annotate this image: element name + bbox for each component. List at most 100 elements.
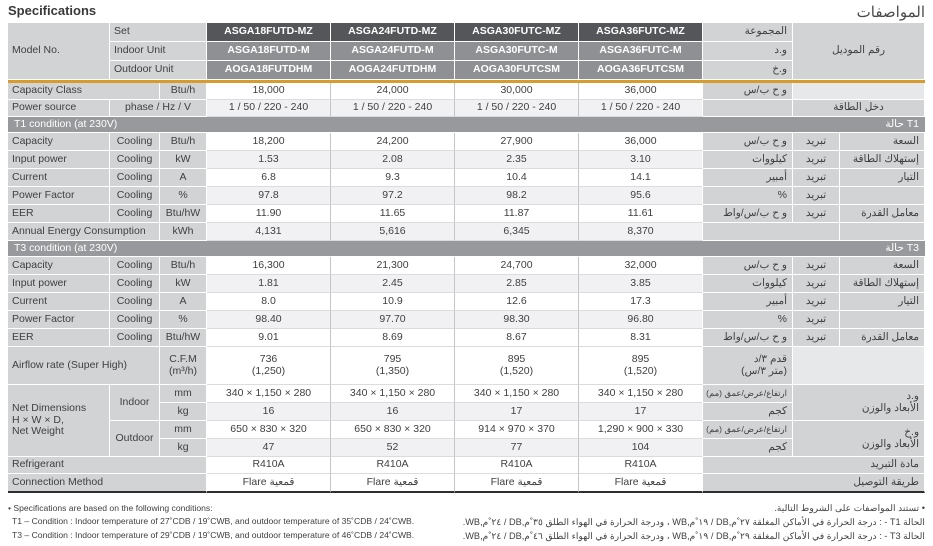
value-cell: 8.67 [455,329,580,347]
row-label-arabic: السعة [840,257,926,275]
airflow-label: Airflow rate (Super High) [8,347,160,385]
footnote-arabic: • تستند المواصفات على الشروط التالية. ال… [463,502,925,543]
t3-eer-row: EER Cooling Btu/hW 9.01 8.69 8.67 8.31 و… [8,329,926,347]
t3-capacity-row: Capacity Cooling Btu/h 16,300 21,300 24,… [8,257,926,275]
value-cell: 895 (1,520) [455,347,580,385]
unit-label: Btu/hW [160,205,208,223]
value-cell: 2.08 [331,151,456,169]
value-cell: 24,000 [331,83,456,100]
value-cell: 736 (1,250) [207,347,332,385]
page-title-arabic: المواصفات [856,4,925,21]
value-cell: 97.70 [331,311,456,329]
unit-label: A [160,293,208,311]
value-cell: 97.2 [331,187,456,205]
unit-label-arabic: أمبير [703,169,794,187]
t1-capacity-row: Capacity Cooling Btu/h 18,200 24,200 27,… [8,133,926,151]
value-cell: 36,000 [579,83,704,100]
value-cell: 8.31 [579,329,704,347]
row-label: Current [8,169,110,187]
value-cell: 1 / 50 / 220 - 240 [331,100,456,117]
indoor-unit-label: Indoor Unit [110,42,208,61]
model-outdoor-cell: AOGA24FUTDHM [331,61,456,80]
value-cell: 11.61 [579,205,704,223]
value-cell: 12.6 [455,293,580,311]
value-cell: R410A [579,457,704,474]
value-cell: 1 / 50 / 220 - 240 [455,100,580,117]
value-cell: 17.3 [579,293,704,311]
outdoor-dims-label-arabic: و.خ الأبعاد والوزن [793,421,926,457]
unit-label-arabic: % [703,187,794,205]
model-set-row: Model No. Set ASGA18FUTD-MZ ASGA24FUTD-M… [8,23,926,80]
value-cell: 18,000 [207,83,332,100]
mode-label: Cooling [110,275,160,293]
model-set-cell: ASGA18FUTD-MZ [207,23,332,42]
capacity-class-unit-arabic: و ح ب/س [703,83,794,100]
t3-power-factor-row: Power Factor Cooling % 98.40 97.70 98.30… [8,311,926,329]
value-cell: 6,345 [455,223,580,241]
footnote-english: • Specifications are based on the follow… [8,502,414,543]
value-cell: 1 / 50 / 220 - 240 [579,100,704,117]
row-label: Input power [8,275,110,293]
value-cell: Flare قمعية [455,474,580,493]
unit-label: kWh [160,223,208,241]
t1-power-factor-row: Power Factor Cooling % 97.8 97.2 98.2 95… [8,187,926,205]
value-cell: 3.85 [579,275,704,293]
dimensions-label: Net Dimensions H × W × D, Net Weight [8,385,110,457]
unit-label-arabic: و ح ب/س [703,133,794,151]
t1-header-en: T1 condition (at 230V) [14,117,118,130]
mode-label: Cooling [110,293,160,311]
t3-section-header: T3 condition (at 230V) حالة T3 [8,241,926,257]
connection-method-label-arabic: طريقة التوصيل [703,474,926,493]
value-cell: R410A [331,457,456,474]
set-label: Set [110,23,208,42]
unit-label-arabic: % [703,311,794,329]
model-outdoor-cell: AOGA36FUTCSM [579,61,704,80]
value-cell: 4,131 [207,223,332,241]
model-no-label-arabic: رقم الموديل [793,23,926,80]
value-cell: 52 [331,439,456,457]
value-cell: 1,290 × 900 × 330 [579,421,704,439]
value-cell: 97.8 [207,187,332,205]
mode-label-arabic: تبريد [793,311,841,329]
unit-label: Btu/hW [160,329,208,347]
mode-label: Cooling [110,257,160,275]
mode-label-arabic: تبريد [793,275,841,293]
t1-annual-energy-row: Annual Energy Consumption kWh 4,131 5,61… [8,223,926,241]
model-outdoor-row: Outdoor Unit AOGA18FUTDHM AOGA24FUTDHM A… [8,61,925,80]
value-cell: 16 [207,403,332,421]
mode-label-arabic: تبريد [793,257,841,275]
value-cell: 6.8 [207,169,332,187]
value-cell: 104 [579,439,704,457]
value-cell: 47 [207,439,332,457]
unit-label: mm [160,385,208,403]
value-cell: 96.80 [579,311,704,329]
mode-label-arabic: تبريد [793,293,841,311]
value-cell: 2.35 [455,151,580,169]
value-cell: 9.3 [331,169,456,187]
unit-label: kW [160,151,208,169]
unit-label: Btu/h [160,133,208,151]
value-cell: 8.69 [331,329,456,347]
value-cell: 2.45 [331,275,456,293]
value-cell: 98.30 [455,311,580,329]
value-cell: 1.53 [207,151,332,169]
empty-cell [703,223,841,241]
spec-table: Model No. Set ASGA18FUTD-MZ ASGA24FUTD-M… [8,23,926,493]
empty-cell [840,223,926,241]
mode-label-arabic: تبريد [793,205,841,223]
row-label-arabic: السعة [840,133,926,151]
refrigerant-label: Refrigerant [8,457,208,474]
indoor-label: Indoor [110,385,160,421]
footnote-line: الحالة T1 - : درجة الحرارة في الأماكن ال… [462,516,925,527]
model-set-cell: ASGA24FUTD-MZ [331,23,456,42]
value-cell: 10.9 [331,293,456,311]
unit-label: Btu/h [160,257,208,275]
unit-label-arabic: كيلووات [703,275,794,293]
outdoor-unit-label-arabic: و.خ [703,61,794,80]
value-cell: 17 [579,403,704,421]
outdoor-label: Outdoor [110,421,160,457]
power-source-label-arabic: دخل الطاقة [793,100,926,117]
model-set-cell: ASGA30FUTC-MZ [455,23,580,42]
row-label: Power Factor [8,187,110,205]
